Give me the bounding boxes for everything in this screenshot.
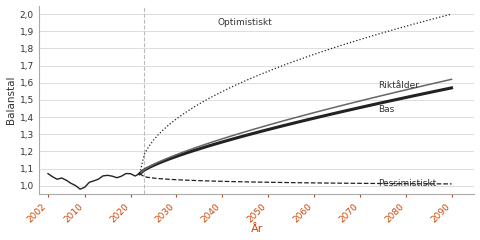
Text: Riktålder: Riktålder <box>378 81 419 90</box>
Text: Bas: Bas <box>378 105 395 114</box>
Y-axis label: Balanstal: Balanstal <box>6 76 15 124</box>
Text: Pessimistiskt: Pessimistiskt <box>378 179 436 188</box>
X-axis label: År: År <box>251 224 263 234</box>
Text: Optimistiskt: Optimistiskt <box>217 18 273 27</box>
